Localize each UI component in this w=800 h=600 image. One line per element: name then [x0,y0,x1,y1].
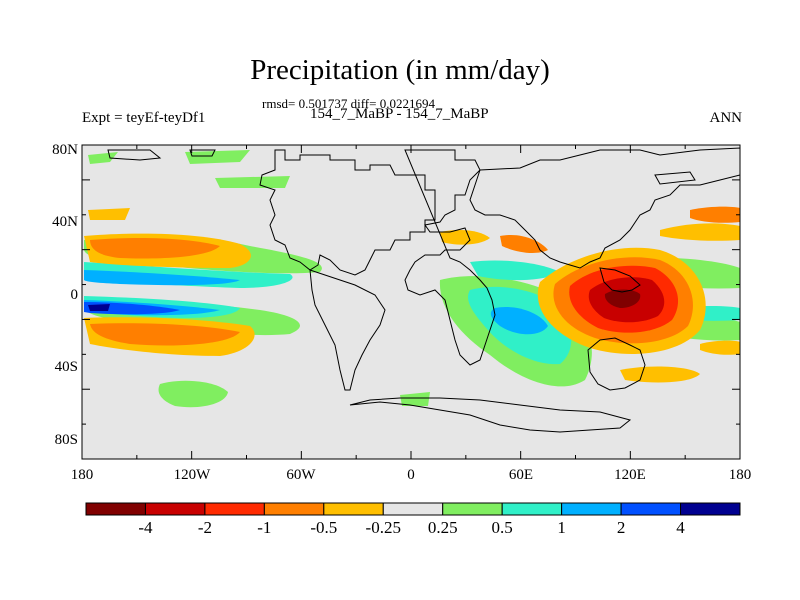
colorbar-swatch [323,502,384,516]
field-pos-high [490,306,548,335]
colorbar-label: -0.25 [365,518,401,537]
colorbar-swatch [144,502,206,516]
field-neg-low [700,340,740,355]
colorbar-swatch [85,502,146,516]
colorbar-swatch [680,502,741,516]
field-neg-low [440,230,490,245]
colorbar-swatch [442,502,503,516]
field-pos-low [400,392,430,406]
colorbar-label: -2 [197,518,212,537]
colorbar-label: 0.25 [427,518,458,537]
colorbar-swatch [263,502,325,516]
australia-outline [587,337,646,391]
north-america-outline [259,149,436,276]
colorbar-label: 4 [676,518,685,537]
field-pos-low [88,152,118,164]
colorbar-label: -0.5 [310,518,338,537]
case-label: 154_7_MaBP - 154_7_MaBP [310,106,489,122]
colorbar-label: -1 [257,518,272,537]
lat-label: 80N [52,142,78,158]
colorbar [85,502,741,516]
field-neg-low [88,208,130,220]
season-label: ANN [709,110,743,126]
colorbar-label: 0.5 [491,518,513,537]
field-neg-extreme [604,289,641,308]
europe-africa-outline [404,149,496,366]
field-pos-extreme [88,304,110,311]
colorbar-swatch [620,502,682,516]
arctic-islands-outline [107,149,162,161]
field-neg-mid [90,323,240,346]
colorbar-swatch [561,502,622,516]
lon-label: 180 [70,467,94,483]
field-neg-mid [690,206,740,223]
lat-label: 80S [54,432,78,448]
field-pos-low [215,176,290,188]
lon-label: 120E [614,467,646,483]
anomaly-fields [84,150,740,408]
lon-label: 60W [286,467,316,483]
lat-label: 40N [52,214,78,230]
arctic-islands-outline [654,171,696,185]
asia-outline [469,147,741,269]
colorbar-label: 1 [557,518,566,537]
colorbar-label: 2 [616,518,626,537]
lon-label: 180 [728,467,752,483]
lon-label: 60E [508,467,534,483]
colorbar-swatch [204,502,265,516]
colorbar-swatch [382,502,444,516]
lon-label: 120W [173,467,211,483]
maritime-continent-outline [599,267,641,293]
coastlines [107,147,741,433]
field-pos-high [84,270,240,286]
arctic-islands-outline [189,149,216,157]
stats-line: rmsd= 0.501737 diff= 0.0221694 [262,96,435,111]
lat-label: 0 [70,287,79,303]
lat-label: 40S [54,359,78,375]
field-pos-mid [470,260,560,281]
antarctica-outline [349,397,632,433]
field-pos-low [158,380,228,408]
axis-ticks [81,144,741,460]
colorbar-swatch [501,502,563,516]
field-neg-mid [90,238,220,259]
chart-title: Precipitation (in mm/day) [250,54,550,86]
field-neg-mid [500,234,548,253]
field-pos-low [185,150,250,164]
south-america-outline [309,269,386,391]
experiment-label: Expt = teyEf-teyDf1 [82,110,206,126]
field-neg-low [660,223,740,241]
colorbar-label: -4 [138,518,153,537]
lon-label: 0 [407,467,415,483]
